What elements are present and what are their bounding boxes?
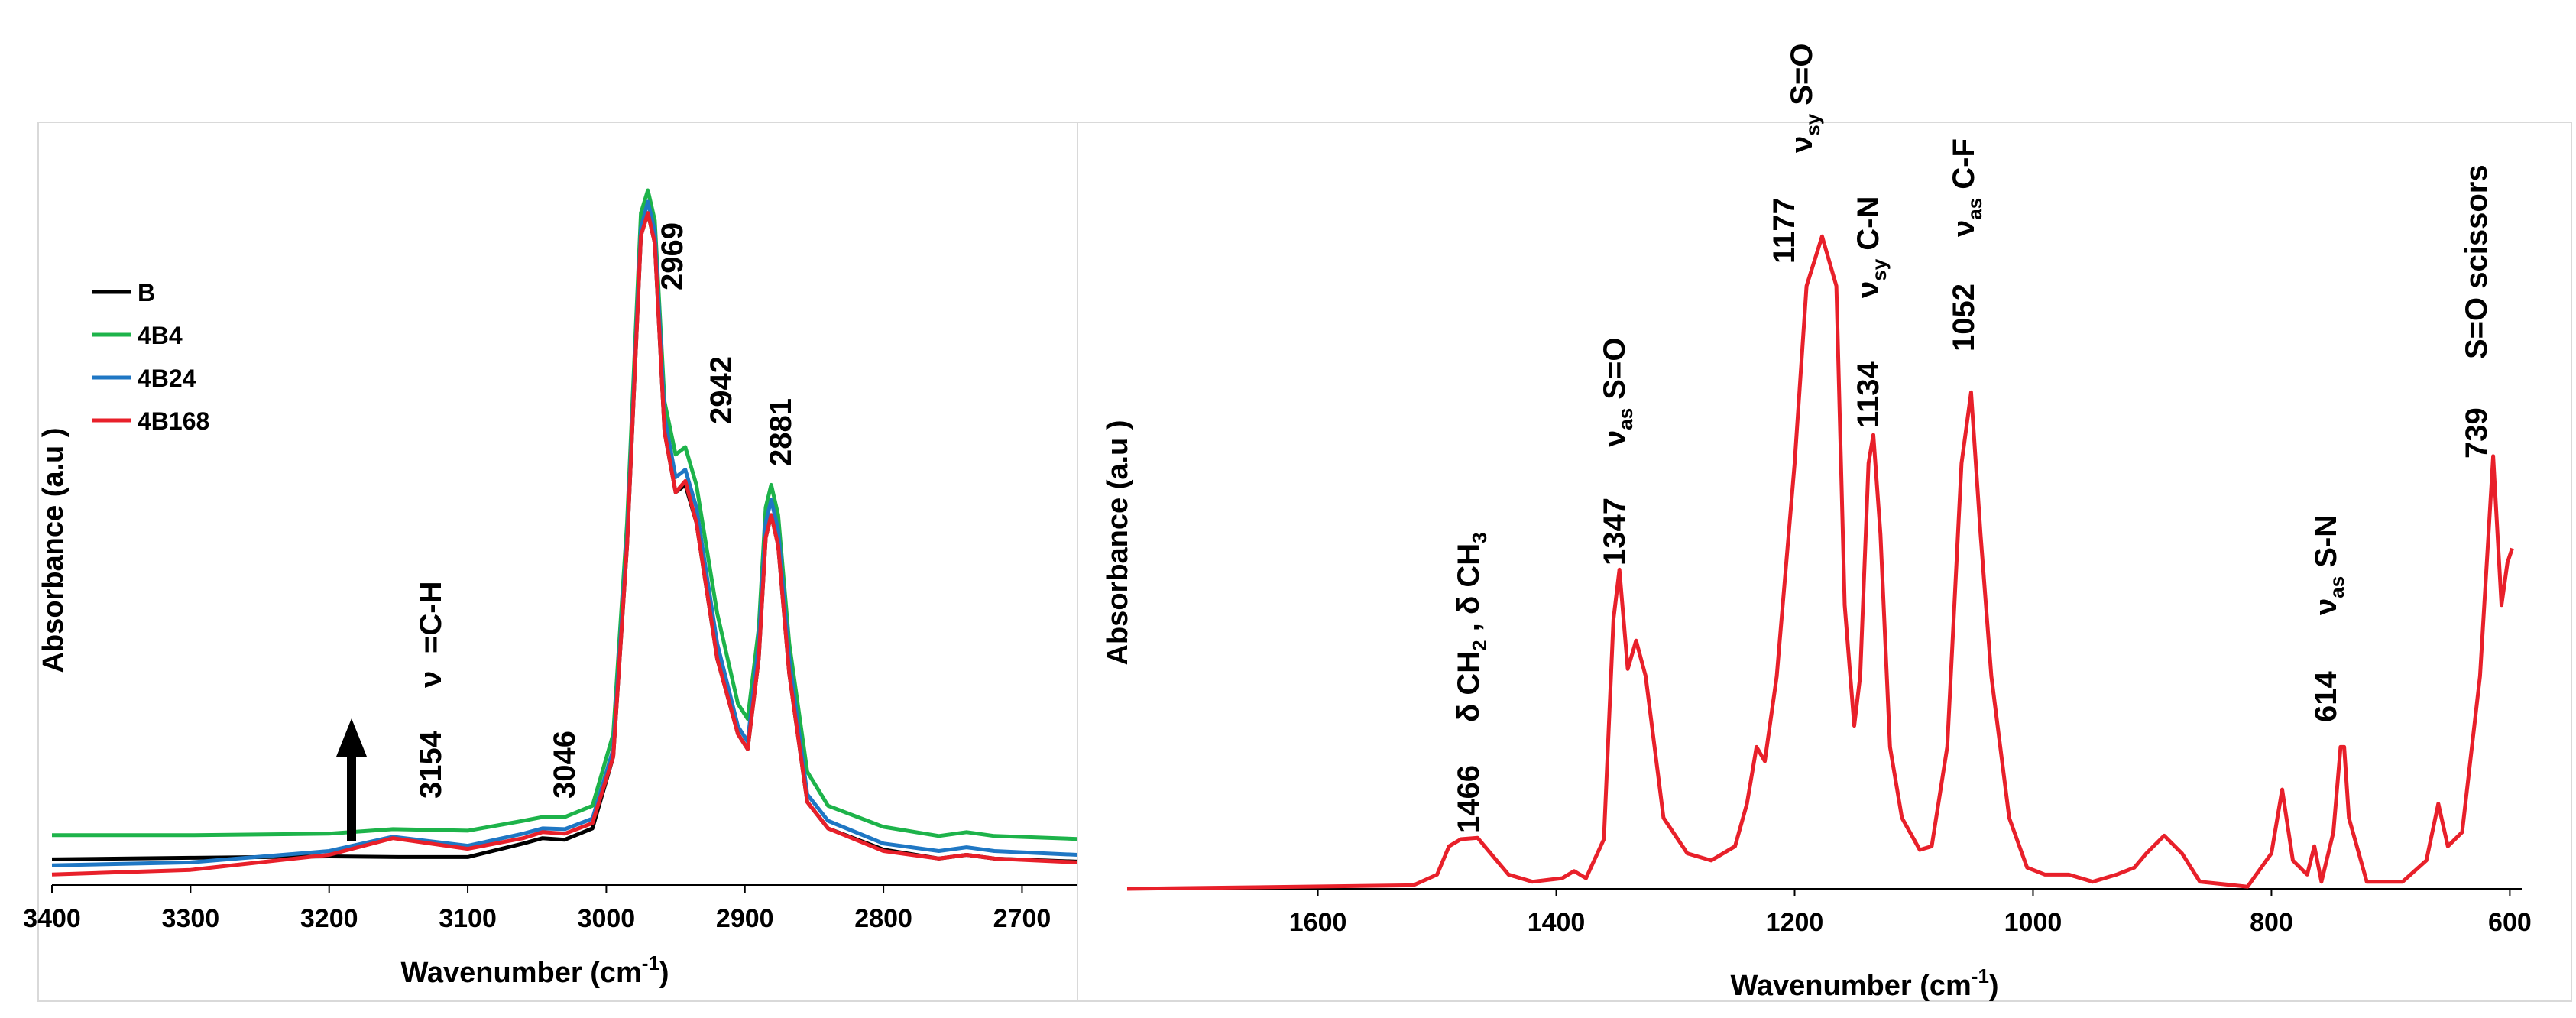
peak-label-2969: 2969 bbox=[656, 222, 689, 290]
peak-label-1177: 1177 bbox=[1768, 197, 1801, 264]
peak-label-2942: 2942 bbox=[705, 356, 738, 424]
right-x-tick-label: 1600 bbox=[1289, 908, 1347, 937]
left-x-tick-label: 2900 bbox=[716, 904, 774, 933]
right-panel-border bbox=[1077, 122, 2572, 1002]
vibration-label-cf-as: νas C-F bbox=[1947, 138, 1986, 237]
increase-arrow bbox=[336, 718, 367, 841]
left-x-tick-label: 3400 bbox=[23, 904, 81, 933]
right-x-tick-label: 1000 bbox=[2004, 908, 2062, 937]
left-y-axis-label: Absorbance (a.u ) bbox=[37, 428, 70, 673]
left-x-axis-label: Wavenumber (cm-1) bbox=[400, 952, 669, 989]
left-series-line-4b168 bbox=[51, 211, 1078, 877]
left-x-tick-label: 3100 bbox=[439, 904, 497, 933]
arrow-head bbox=[336, 718, 367, 757]
peak-label-1466: 1466 bbox=[1452, 765, 1486, 833]
right-x-axis-label: Wavenumber (cm-1) bbox=[1730, 965, 1998, 1002]
peak-label-1052: 1052 bbox=[1947, 284, 1981, 352]
right-x-tick-label: 1200 bbox=[1766, 908, 1824, 937]
peak-label-2881: 2881 bbox=[764, 398, 798, 466]
peak-label-3046: 3046 bbox=[548, 731, 582, 799]
vibration-label-ch-nu: ν bbox=[414, 671, 448, 688]
right-x-tick-label: 800 bbox=[2250, 908, 2293, 937]
vibration-label-ch-stretch: =C-H bbox=[414, 582, 448, 653]
left-x-tick-label: 2800 bbox=[854, 904, 912, 933]
left-x-tick-label: 2700 bbox=[993, 904, 1051, 933]
legend-label-4b24: 4B24 bbox=[138, 365, 196, 392]
left-series-line-4b4 bbox=[52, 188, 1078, 841]
left-x-tick-label: 3000 bbox=[578, 904, 636, 933]
left-chart-panel: 3400 3300 3200 3100 3000 2900 2800 2700 Wavenum… bbox=[23, 122, 1078, 1002]
peak-label-614: 614 bbox=[2309, 671, 2343, 722]
right-y-axis-label: Absorbance (a.u ) bbox=[1102, 420, 1134, 666]
left-x-tick-label: 3200 bbox=[300, 904, 358, 933]
peak-label-739: 739 bbox=[2460, 407, 2493, 459]
right-x-tick-label: 600 bbox=[2488, 908, 2532, 937]
vibration-label-scissors: S=O scissors bbox=[2460, 164, 2493, 359]
right-x-tick-label: 1400 bbox=[1528, 908, 1586, 937]
right-series-line-4b168 bbox=[1126, 234, 2514, 891]
legend-label-b: B bbox=[138, 279, 155, 306]
vibration-label-so-as: νas S=O bbox=[1598, 338, 1637, 447]
peak-label-1347: 1347 bbox=[1598, 498, 1631, 566]
left-legend: B 4B4 4B24 4B168 bbox=[92, 279, 209, 435]
left-series-line-4b24 bbox=[51, 199, 1078, 867]
legend-label-4b168: 4B168 bbox=[138, 407, 209, 435]
left-x-ticks: 3400 3300 3200 3100 3000 2900 2800 2700 bbox=[23, 885, 1051, 933]
peak-label-3154: 3154 bbox=[414, 730, 448, 799]
left-x-tick-label: 3300 bbox=[162, 904, 220, 933]
right-series-group bbox=[1126, 234, 2514, 891]
vibration-label-ch-bend: δ CH2 , δ CH3 bbox=[1452, 532, 1491, 722]
right-x-ticks: 1600 1400 1200 1000 800 600 bbox=[1289, 889, 2532, 937]
vibration-label-sn-as: νas S-N bbox=[2309, 515, 2348, 615]
peak-label-1134: 1134 bbox=[1852, 361, 1885, 428]
legend-label-4b4: 4B4 bbox=[138, 322, 183, 349]
right-chart-panel: 1600 1400 1200 1000 800 600 Wavenumber (cm-1)… bbox=[1077, 44, 2572, 1002]
left-series-group bbox=[51, 188, 1078, 877]
vibration-label-so-sy: νsy S=O bbox=[1785, 44, 1824, 153]
vibration-label-cn-sy: νsy C-N bbox=[1852, 196, 1891, 298]
